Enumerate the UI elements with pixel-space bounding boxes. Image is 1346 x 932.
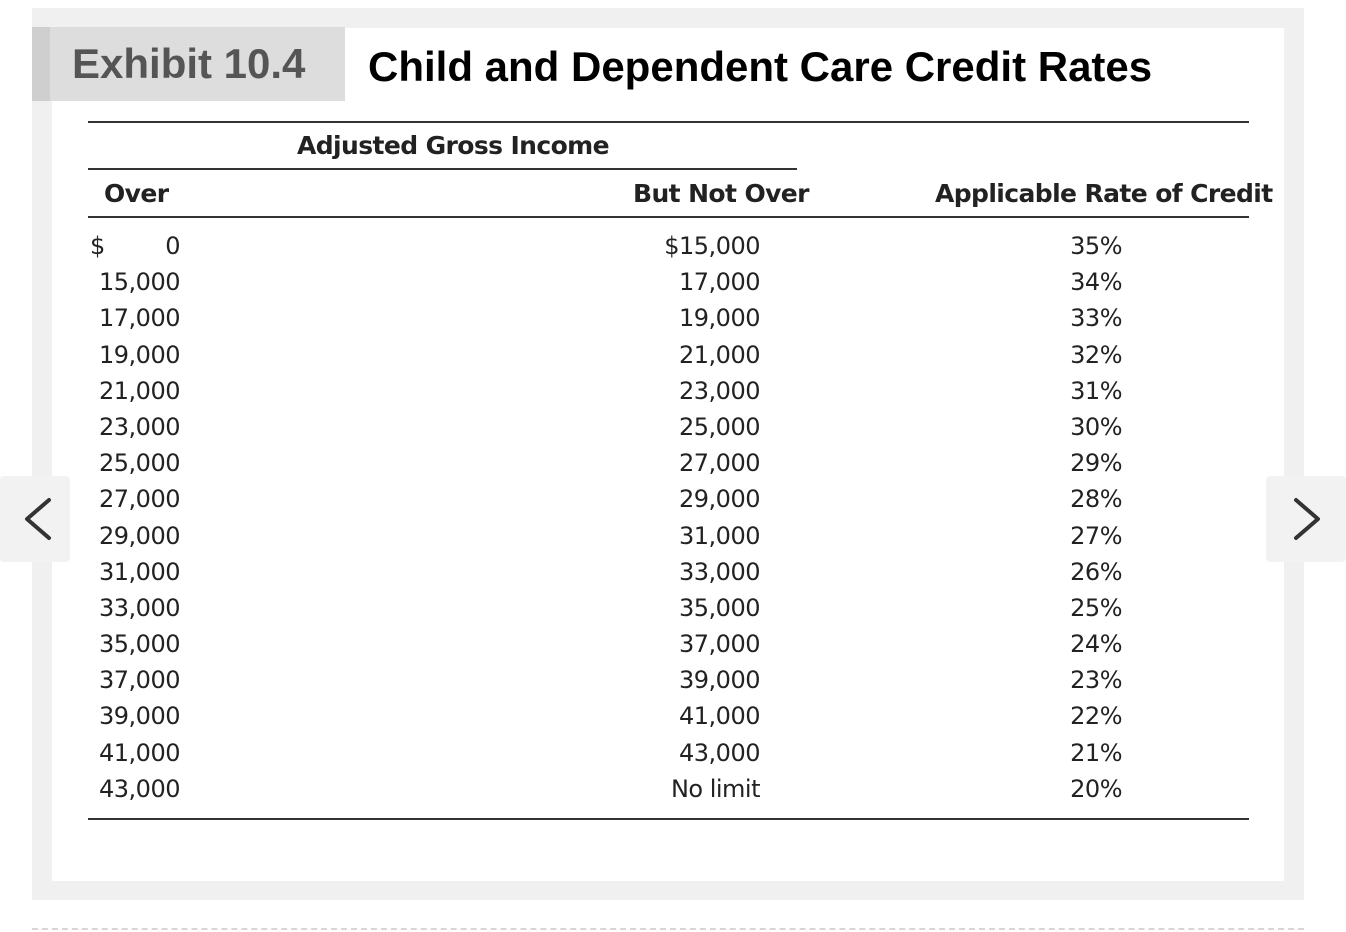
table-row: 41,000 43,000 21% xyxy=(0,735,1346,771)
exhibit-title: Child and Dependent Care Credit Rates xyxy=(368,43,1153,90)
cell-over: 39,000 xyxy=(99,702,180,731)
table-row: 43,000 No limit 20% xyxy=(0,771,1346,807)
table-bottom-rule xyxy=(88,818,1249,820)
cell-rate: 31% xyxy=(1070,376,1122,405)
cell-rate: 29% xyxy=(1070,449,1122,478)
cell-over: 15,000 xyxy=(99,268,180,297)
table-row: 21,000 23,000 31% xyxy=(0,373,1346,409)
cell-but-not-over: 35,000 xyxy=(679,593,760,622)
cell-over: 27,000 xyxy=(99,485,180,514)
table-row: 15,000 17,000 34% xyxy=(0,264,1346,300)
chevron-left-icon xyxy=(25,498,51,540)
table-row: 27,000 29,000 28% xyxy=(0,481,1346,517)
cell-rate: 21% xyxy=(1070,738,1122,767)
cell-but-not-over: 39,000 xyxy=(679,666,760,695)
cell-over: 37,000 xyxy=(99,666,180,695)
cell-rate: 33% xyxy=(1070,304,1122,333)
cell-rate: 25% xyxy=(1070,593,1122,622)
cell-but-not-over: 29,000 xyxy=(679,485,760,514)
table-row: 17,000 19,000 33% xyxy=(0,300,1346,336)
cell-but-not-over: 21,000 xyxy=(679,340,760,369)
table-row: 23,000 25,000 30% xyxy=(0,409,1346,445)
cell-but-not-over: 19,000 xyxy=(679,304,760,333)
cell-rate: 30% xyxy=(1070,412,1122,441)
cell-but-not-over: $15,000 xyxy=(664,232,760,260)
cell-over: 17,000 xyxy=(99,304,180,333)
cell-but-not-over: 25,000 xyxy=(679,412,760,441)
group-header-rule xyxy=(88,168,797,170)
table-row: 29,000 31,000 27% xyxy=(0,518,1346,554)
cell-over: 21,000 xyxy=(99,376,180,405)
dollar-sign: $ xyxy=(90,232,105,260)
table-row: 25,000 27,000 29% xyxy=(0,445,1346,481)
cell-but-not-over: 17,000 xyxy=(679,268,760,297)
cell-but-not-over: 43,000 xyxy=(679,738,760,767)
cell-rate: 22% xyxy=(1070,702,1122,731)
cell-over: 43,000 xyxy=(99,774,180,803)
column-header-over: Over xyxy=(104,179,169,208)
cell-but-not-over: No limit xyxy=(670,774,761,803)
column-header-but-not-over: But Not Over xyxy=(633,179,810,208)
cell-but-not-over: 33,000 xyxy=(679,557,760,586)
previous-button[interactable] xyxy=(0,476,70,562)
table-row: 31,000 33,000 26% xyxy=(0,554,1346,590)
cell-but-not-over: 23,000 xyxy=(679,376,760,405)
table-row: 37,000 39,000 23% xyxy=(0,662,1346,698)
cell-but-not-over: 27,000 xyxy=(679,449,760,478)
cell-over: 25,000 xyxy=(99,449,180,478)
next-button[interactable] xyxy=(1266,476,1346,562)
group-header-agi: Adjusted Gross Income xyxy=(297,131,610,160)
column-header-rate: Applicable Rate of Credit xyxy=(935,179,1273,208)
cell-rate: 34% xyxy=(1070,268,1122,297)
cell-but-not-over: 41,000 xyxy=(679,702,760,731)
cell-over: 35,000 xyxy=(99,630,180,659)
table-row: 33,000 35,000 25% xyxy=(0,590,1346,626)
cell-over: 33,000 xyxy=(99,593,180,622)
cell-but-not-over: 37,000 xyxy=(679,630,760,659)
cell-over: 23,000 xyxy=(99,412,180,441)
table-row: 35,000 37,000 24% xyxy=(0,626,1346,662)
table-row: $ 0 $15,000 35% xyxy=(0,228,1346,264)
cell-rate: 23% xyxy=(1070,666,1122,695)
table-row: 19,000 21,000 32% xyxy=(0,337,1346,373)
dashed-divider xyxy=(32,928,1304,930)
cell-but-not-over: 31,000 xyxy=(679,521,760,550)
cell-rate: 26% xyxy=(1070,557,1122,586)
cell-rate: 20% xyxy=(1070,774,1122,803)
cell-over: 31,000 xyxy=(99,557,180,586)
cell-over: 41,000 xyxy=(99,738,180,767)
cell-over: 29,000 xyxy=(99,521,180,550)
exhibit-label: Exhibit 10.4 xyxy=(32,27,345,101)
table-body: $ 0 $15,000 35% 15,000 17,000 34% 17,000… xyxy=(0,228,1346,807)
chevron-right-icon xyxy=(1294,498,1320,540)
header-bottom-rule xyxy=(88,216,1249,218)
cell-rate: 35% xyxy=(1070,232,1122,260)
cell-rate: 27% xyxy=(1070,521,1122,550)
cell-rate: 24% xyxy=(1070,630,1122,659)
cell-rate: 28% xyxy=(1070,485,1122,514)
cell-over: 19,000 xyxy=(99,340,180,369)
cell-over: 0 xyxy=(165,232,180,260)
table-row: 39,000 41,000 22% xyxy=(0,698,1346,734)
table-top-rule xyxy=(88,121,1249,123)
cell-rate: 32% xyxy=(1070,340,1122,369)
figure-card xyxy=(52,28,1284,881)
